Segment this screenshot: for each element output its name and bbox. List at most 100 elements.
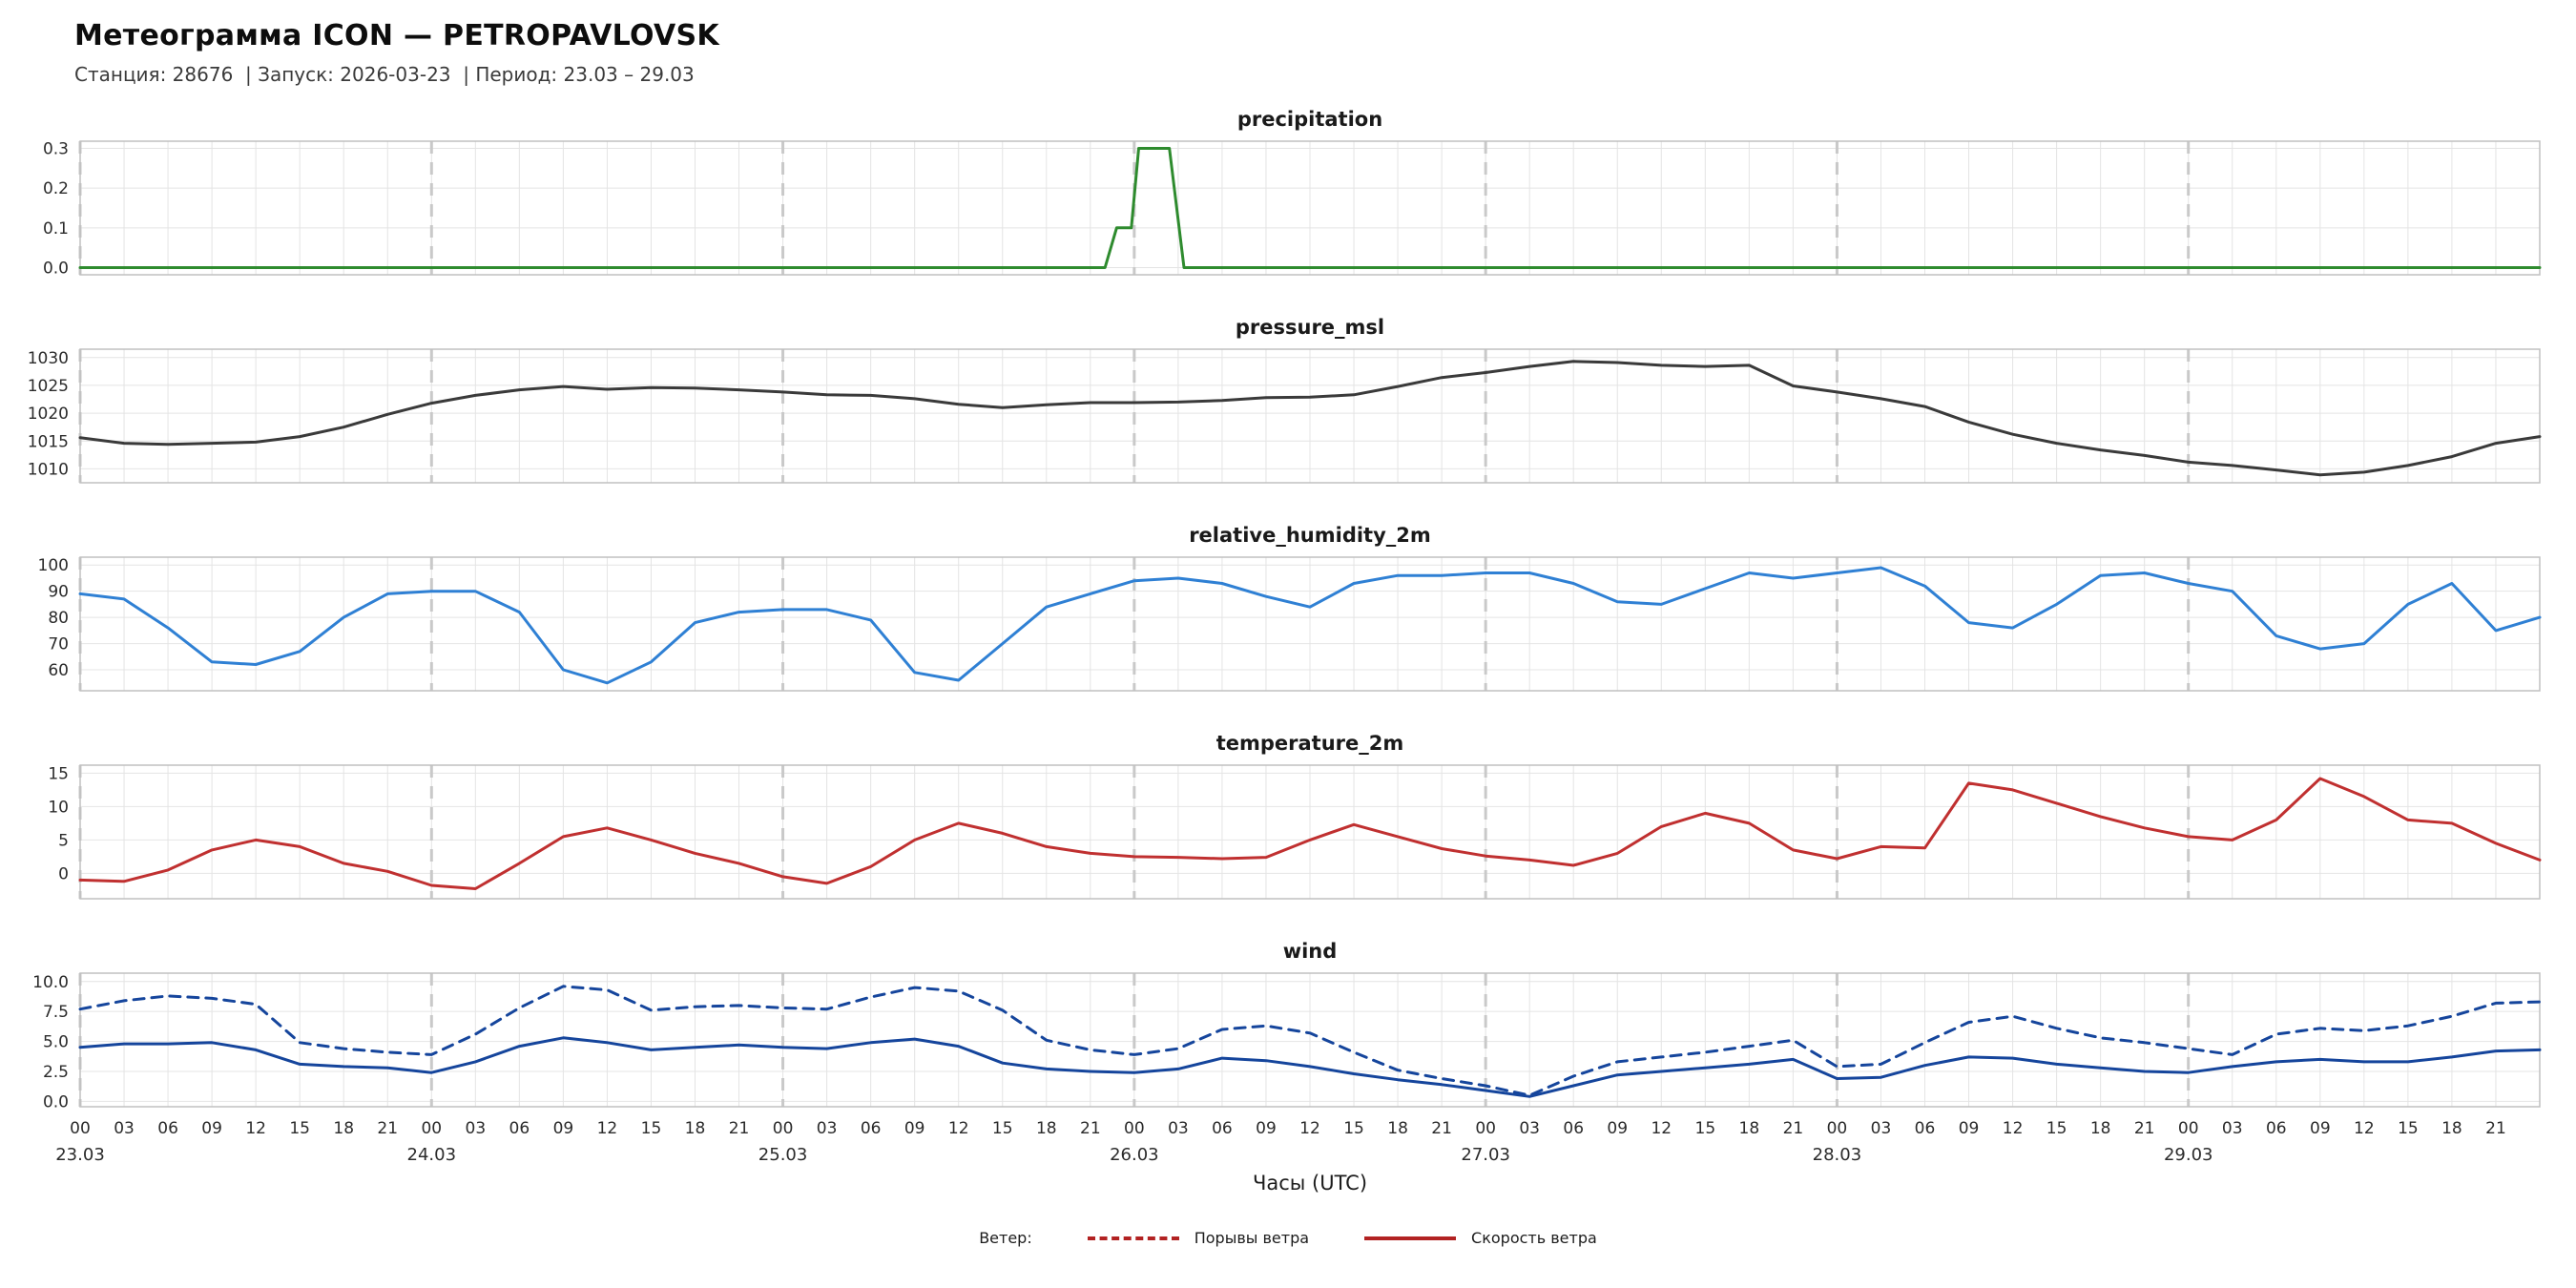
panel-title-pressure-msl: pressure_msl <box>1235 316 1385 339</box>
svg-text:25.03: 25.03 <box>758 1145 808 1165</box>
svg-text:09: 09 <box>904 1119 925 1138</box>
panel-pressure-msl: pressure_msl 1010 1015 1020 1025 1030 <box>0 315 2576 490</box>
svg-text:5.0: 5.0 <box>43 1033 69 1052</box>
svg-text:0.2: 0.2 <box>43 179 69 198</box>
x-tick-labels: 00 03 06 09 12 15 18 21 00 03 06 09 12 15 18 21 00 03 06 09… <box>70 1119 2506 1138</box>
chart-svg-precipitation: 0.0 0.1 0.2 0.3 <box>43 140 2542 279</box>
svg-text:7.5: 7.5 <box>43 1003 69 1022</box>
svg-text:100: 100 <box>38 556 69 575</box>
legend-item-speed: Скорость ветра <box>1364 1229 1597 1247</box>
legend-sample-gusts <box>1087 1236 1179 1240</box>
svg-text:0: 0 <box>58 864 69 883</box>
page-title: Метеограмма ICON — PETROPAVLOVSK <box>74 19 719 52</box>
svg-text:27.03: 27.03 <box>1461 1145 1510 1165</box>
day-labels: 23.03 24.03 25.03 26.03 27.03 28.03 29.03 <box>55 1145 2212 1165</box>
svg-text:03: 03 <box>817 1119 838 1138</box>
legend-label-speed: Скорость ветра <box>1471 1229 1597 1247</box>
svg-text:12: 12 <box>2354 1119 2375 1138</box>
svg-text:09: 09 <box>1256 1119 1277 1138</box>
svg-text:23.03: 23.03 <box>55 1145 105 1165</box>
svg-text:21: 21 <box>1783 1119 1804 1138</box>
svg-text:06: 06 <box>1915 1119 1936 1138</box>
svg-text:21: 21 <box>729 1119 750 1138</box>
x-axis-label: Часы (UTC) <box>1252 1172 1368 1195</box>
series-relative_humidity_2m <box>78 566 2542 685</box>
svg-text:03: 03 <box>2222 1119 2243 1138</box>
svg-text:03: 03 <box>1871 1119 1892 1138</box>
svg-text:00: 00 <box>1827 1119 1848 1138</box>
series-Порывы ветра <box>78 985 2542 1097</box>
chart-wind: 0.0 2.5 5.0 7.5 10.0 00 03 06 09 12 15 18 21 00 03 06 09… <box>0 966 2576 1168</box>
panel-relative-humidity-2m: relative_humidity_2m 60 70 80 90 100 <box>0 523 2576 698</box>
grid <box>79 349 2541 483</box>
series-temperature_2m <box>78 777 2542 890</box>
panels: precipitation 0.0 0.1 0.2 0.3 pressure_msl … <box>0 107 2576 1168</box>
svg-text:15: 15 <box>2046 1119 2067 1138</box>
svg-text:0.3: 0.3 <box>43 140 69 159</box>
svg-text:03: 03 <box>1519 1119 1540 1138</box>
svg-text:12: 12 <box>2003 1119 2024 1138</box>
panel-title-precipitation: precipitation <box>1236 108 1383 131</box>
svg-text:12: 12 <box>1651 1119 1672 1138</box>
page-subtitle: Станция: 28676 | Запуск: 2026-03-23 | Пе… <box>74 63 695 86</box>
svg-text:18: 18 <box>1739 1119 1760 1138</box>
svg-text:15: 15 <box>992 1119 1013 1138</box>
plot-border <box>79 556 2541 692</box>
svg-text:12: 12 <box>597 1119 618 1138</box>
svg-text:2.5: 2.5 <box>43 1063 69 1082</box>
svg-text:00: 00 <box>2178 1119 2199 1138</box>
svg-text:09: 09 <box>2310 1119 2331 1138</box>
svg-text:26.03: 26.03 <box>1110 1145 1159 1165</box>
chart-svg-pressure_msl: 1010 1015 1020 1025 1030 <box>28 348 2542 484</box>
svg-text:15: 15 <box>2398 1119 2419 1138</box>
svg-text:03: 03 <box>114 1119 135 1138</box>
chart-svg-relative_humidity_2m: 60 70 80 90 100 <box>38 556 2542 692</box>
svg-text:15: 15 <box>289 1119 310 1138</box>
svg-text:15: 15 <box>641 1119 662 1138</box>
series-Скорость ветра <box>78 1036 2542 1098</box>
legend-label-gusts: Порывы ветра <box>1194 1229 1310 1247</box>
svg-text:18: 18 <box>2441 1119 2462 1138</box>
plot-border <box>79 764 2541 900</box>
svg-text:09: 09 <box>553 1119 574 1138</box>
svg-text:06: 06 <box>509 1119 530 1138</box>
y-tick-labels: 0.0 0.1 0.2 0.3 <box>43 140 69 279</box>
svg-text:5: 5 <box>58 831 69 850</box>
svg-text:21: 21 <box>2134 1119 2155 1138</box>
y-tick-labels: 1010 1015 1020 1025 1030 <box>28 349 69 480</box>
legend-prefix: Ветер: <box>979 1229 1032 1247</box>
y-tick-labels: 0.0 2.5 5.0 7.5 10.0 <box>32 973 69 1112</box>
svg-text:1020: 1020 <box>28 405 69 424</box>
panel-precipitation: precipitation 0.0 0.1 0.2 0.3 <box>0 107 2576 282</box>
grid <box>79 141 2541 275</box>
svg-text:0.0: 0.0 <box>43 260 69 279</box>
svg-text:18: 18 <box>333 1119 354 1138</box>
svg-text:21: 21 <box>1080 1119 1101 1138</box>
svg-text:0.1: 0.1 <box>43 219 69 239</box>
svg-text:10.0: 10.0 <box>32 973 69 992</box>
chart-temperature-2m: 0 5 10 15 <box>0 758 2576 906</box>
svg-text:18: 18 <box>2090 1119 2111 1138</box>
panel-temperature-2m: temperature_2m 0 5 10 15 <box>0 731 2576 906</box>
svg-text:60: 60 <box>48 661 69 680</box>
svg-text:06: 06 <box>1212 1119 1233 1138</box>
plot-border <box>79 348 2541 484</box>
svg-text:28.03: 28.03 <box>1813 1145 1862 1165</box>
svg-text:18: 18 <box>1387 1119 1408 1138</box>
svg-text:12: 12 <box>948 1119 969 1138</box>
panel-title-relative-humidity-2m: relative_humidity_2m <box>1189 524 1431 547</box>
svg-text:15: 15 <box>48 764 69 783</box>
y-tick-labels: 60 70 80 90 100 <box>38 556 69 680</box>
svg-text:1010: 1010 <box>28 460 69 479</box>
chart-relative-humidity-2m: 60 70 80 90 100 <box>0 550 2576 698</box>
svg-text:15: 15 <box>1695 1119 1716 1138</box>
svg-text:06: 06 <box>157 1119 178 1138</box>
svg-text:03: 03 <box>1168 1119 1189 1138</box>
svg-text:00: 00 <box>1475 1119 1496 1138</box>
svg-text:06: 06 <box>2266 1119 2287 1138</box>
svg-text:29.03: 29.03 <box>2164 1145 2213 1165</box>
svg-text:90: 90 <box>48 583 69 602</box>
svg-text:03: 03 <box>466 1119 487 1138</box>
svg-text:21: 21 <box>377 1119 398 1138</box>
chart-svg-temperature_2m: 0 5 10 15 <box>48 764 2542 900</box>
